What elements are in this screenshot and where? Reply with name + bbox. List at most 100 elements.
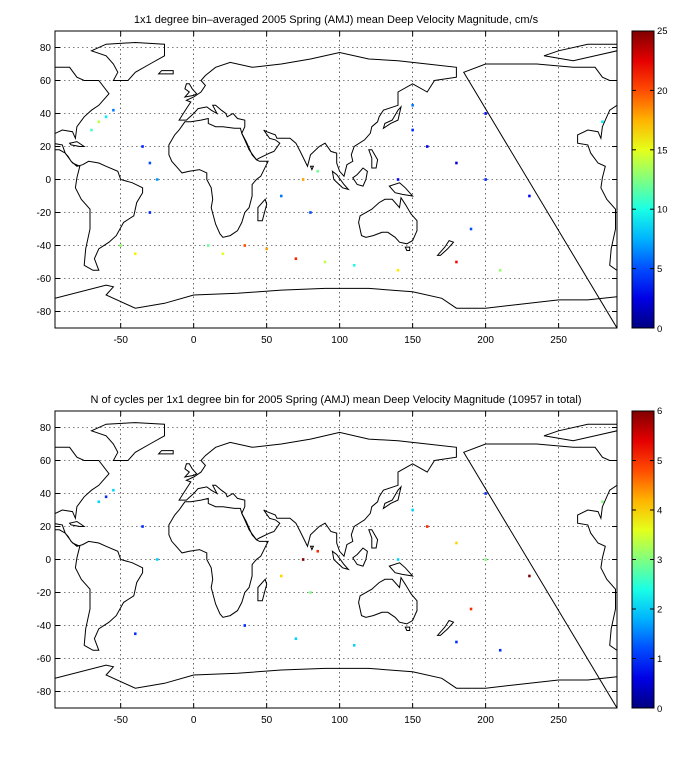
cycles-map-xtick-label: 0 — [191, 715, 197, 726]
cycles-map-coastline — [309, 545, 315, 551]
velocity-map-ytick-label: -60 — [37, 274, 52, 285]
cycles-map-coastline — [55, 664, 617, 708]
velocity-map-coastline — [309, 165, 315, 171]
velocity-map-coastline — [68, 141, 86, 147]
cycles-map-colorbar-label: 3 — [657, 555, 662, 566]
velocity-map-ytick-label: 40 — [40, 109, 52, 120]
cycles-map-bin-cell — [316, 549, 320, 553]
cycles-map-coastline — [331, 550, 350, 571]
cycles-map-bin-cell — [425, 525, 429, 528]
cycles-map-colorbar-label: 0 — [657, 704, 662, 715]
velocity-map-bins — [90, 103, 604, 272]
cycles-map-colorbar — [632, 411, 654, 708]
velocity-map-colorbar-label: 0 — [657, 324, 662, 335]
cycles-map-ytick-label: 80 — [40, 423, 52, 434]
cycles-map-bin-cell — [134, 632, 137, 636]
cycles-map-bin-cell — [498, 648, 502, 652]
velocity-map-bin-cell — [119, 244, 122, 247]
cycles-map-coastline — [358, 576, 418, 625]
cycles-map-bin-cell — [411, 508, 414, 512]
cycles-map-bin-cell — [396, 558, 400, 561]
cycles-map-coastlines — [55, 422, 617, 708]
cycles-map-coastline — [55, 446, 144, 651]
cycles-map-xtick-label: 100 — [331, 715, 348, 726]
velocity-map-panel: -50 0 50 100 150 200 250806040200-20-40-60-801… — [37, 14, 668, 346]
cycles-map-xtick-label: 200 — [477, 715, 494, 726]
cycles-map-bin-cell — [469, 607, 473, 611]
cycles-map-bin-cell — [97, 500, 101, 504]
velocity-map-coastline — [382, 105, 402, 130]
cycles-map-xtick-label: 50 — [261, 715, 273, 726]
velocity-map-bin-cell — [484, 112, 487, 115]
cycles-map-grid — [55, 411, 617, 708]
velocity-map-coastlines — [55, 41, 617, 328]
velocity-map-bin-cell — [498, 268, 502, 272]
cycles-map-colorbar-label: 4 — [657, 506, 662, 517]
velocity-map-bin-cell — [425, 145, 429, 148]
velocity-map-colorbar-label: 15 — [657, 145, 668, 156]
cycles-map-coastline — [178, 431, 457, 558]
velocity-map-coastline — [462, 63, 617, 328]
velocity-map-bin-cell — [352, 263, 356, 267]
cycles-map-ytick-label: -40 — [37, 621, 52, 632]
velocity-map-bin-cell — [243, 244, 247, 247]
velocity-map-coastline — [183, 83, 198, 98]
cycles-map-coastline — [90, 422, 165, 461]
velocity-map-xtick-label: 100 — [331, 335, 348, 346]
cycles-map-coastline — [168, 497, 269, 618]
velocity-map-bin-cell — [148, 161, 152, 165]
velocity-map-bin-cell — [155, 178, 159, 181]
velocity-map-coastline — [331, 170, 350, 191]
velocity-map-bin-cell — [411, 103, 414, 107]
velocity-map-ytick-label: 20 — [40, 142, 52, 153]
cycles-map-ytick-label: 0 — [45, 555, 51, 566]
cycles-map-xtick-label: 150 — [404, 715, 421, 726]
cycles-map-bin-cell — [243, 624, 247, 627]
velocity-map-coastline — [157, 70, 174, 75]
cycles-map-coastline — [462, 443, 617, 708]
velocity-map-coastline — [368, 149, 379, 169]
velocity-map-bin-cell — [528, 194, 531, 198]
cycles-map-colorbar-label: 1 — [657, 654, 662, 665]
velocity-map-coastline — [543, 43, 617, 62]
velocity-map-coastline — [55, 284, 617, 328]
cycles-map-ytick-label: 40 — [40, 489, 52, 500]
velocity-map-bin-cell — [207, 244, 210, 247]
cycles-map-bin-cell — [112, 488, 115, 492]
velocity-map-bin-cell — [265, 247, 268, 251]
velocity-map-xtick-label: 50 — [261, 335, 273, 346]
cycles-map-colorbar-label: 5 — [657, 456, 662, 467]
velocity-map-colorbar-label: 10 — [657, 205, 668, 216]
velocity-map-coastline — [388, 182, 414, 197]
cycles-map-panel: -50 0 50 100 150 200 250806040200-20-40-60-80N… — [37, 394, 663, 726]
velocity-map-colorbar-label: 20 — [657, 86, 668, 97]
velocity-map-coastline — [404, 246, 411, 251]
cycles-map-bin-cell — [352, 643, 356, 647]
cycles-map-bin-cell — [455, 640, 458, 644]
cycles-map-coastline — [436, 619, 455, 636]
cycles-map-coastline — [543, 423, 617, 442]
cycles-map-ytick-label: 20 — [40, 522, 52, 533]
cycles-map-bin-cell — [141, 525, 144, 528]
cycles-map-bin-cell — [455, 541, 458, 545]
velocity-map-bin-cell — [301, 178, 305, 181]
velocity-map-coastline — [168, 117, 269, 238]
velocity-map-coastline — [178, 51, 457, 178]
cycles-map-bins — [97, 488, 604, 652]
velocity-map-bin-cell — [455, 161, 458, 165]
velocity-map-bin-cell — [134, 252, 137, 256]
velocity-map-coastline — [352, 167, 368, 187]
velocity-map-coastline — [436, 239, 455, 256]
velocity-map-bin-cell — [484, 178, 487, 181]
velocity-map-xtick-label: 0 — [191, 335, 197, 346]
velocity-map-bin-cell — [323, 260, 327, 264]
velocity-map-ytick-label: 0 — [45, 175, 51, 186]
velocity-map-bin-cell — [316, 169, 320, 173]
cycles-map-bin-cell — [484, 558, 487, 561]
cycles-map-bin-cell — [301, 558, 305, 561]
cycles-map-bin-cell — [104, 495, 108, 499]
velocity-map-bin-cell — [97, 120, 101, 124]
velocity-map-coastline — [257, 198, 268, 222]
